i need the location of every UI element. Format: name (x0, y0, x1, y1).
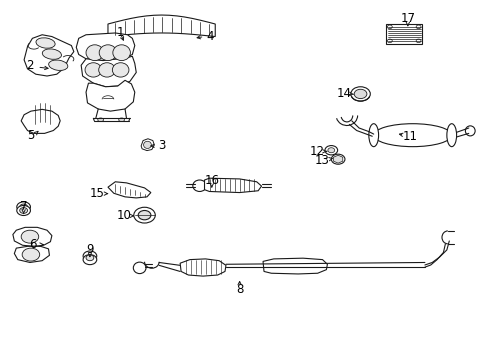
Text: 5: 5 (27, 129, 35, 142)
Ellipse shape (85, 63, 102, 77)
Ellipse shape (22, 248, 40, 261)
Ellipse shape (20, 208, 27, 213)
Text: 6: 6 (29, 238, 36, 251)
Ellipse shape (373, 124, 451, 147)
Ellipse shape (99, 63, 115, 77)
Ellipse shape (134, 207, 155, 223)
Ellipse shape (36, 38, 55, 48)
Polygon shape (76, 33, 135, 60)
Polygon shape (180, 259, 225, 276)
Ellipse shape (83, 255, 97, 265)
Ellipse shape (119, 118, 124, 122)
Ellipse shape (86, 255, 94, 261)
Text: 3: 3 (158, 139, 165, 152)
Text: 4: 4 (206, 30, 214, 43)
Polygon shape (108, 182, 151, 198)
Ellipse shape (386, 25, 391, 29)
Text: 8: 8 (235, 283, 243, 296)
Ellipse shape (42, 49, 61, 59)
Polygon shape (263, 258, 327, 274)
Text: 10: 10 (116, 210, 131, 222)
Polygon shape (13, 227, 52, 246)
Text: 14: 14 (336, 87, 351, 100)
Ellipse shape (113, 45, 130, 60)
Ellipse shape (112, 63, 129, 77)
Polygon shape (385, 24, 422, 44)
Ellipse shape (20, 204, 27, 210)
Text: 16: 16 (204, 174, 219, 186)
Polygon shape (81, 56, 136, 87)
Text: 1: 1 (116, 27, 123, 40)
Ellipse shape (415, 25, 420, 29)
Text: 9: 9 (86, 243, 94, 256)
Polygon shape (141, 139, 154, 150)
Ellipse shape (21, 230, 39, 243)
Ellipse shape (327, 148, 334, 153)
Ellipse shape (330, 154, 344, 164)
Ellipse shape (350, 87, 369, 101)
Ellipse shape (368, 124, 378, 147)
Ellipse shape (386, 39, 391, 42)
Polygon shape (86, 80, 135, 111)
Ellipse shape (83, 251, 97, 261)
Text: 2: 2 (26, 59, 34, 72)
Text: 15: 15 (90, 187, 104, 200)
Ellipse shape (143, 141, 151, 148)
Ellipse shape (133, 262, 146, 274)
Text: 11: 11 (402, 130, 417, 144)
Polygon shape (204, 178, 261, 193)
Ellipse shape (99, 45, 117, 60)
Ellipse shape (17, 206, 30, 216)
Ellipse shape (98, 118, 103, 122)
Ellipse shape (138, 211, 151, 220)
Polygon shape (14, 246, 49, 262)
Text: 12: 12 (309, 145, 325, 158)
Ellipse shape (353, 89, 366, 99)
Polygon shape (333, 155, 342, 163)
Ellipse shape (17, 202, 30, 212)
Text: 7: 7 (20, 201, 27, 213)
Ellipse shape (465, 126, 474, 136)
Ellipse shape (415, 39, 420, 42)
Polygon shape (24, 35, 74, 76)
Ellipse shape (192, 180, 206, 192)
Ellipse shape (446, 124, 456, 147)
Text: 13: 13 (314, 154, 329, 167)
Text: 17: 17 (400, 12, 414, 25)
Ellipse shape (86, 45, 103, 60)
Ellipse shape (325, 145, 337, 155)
Ellipse shape (48, 60, 68, 71)
Polygon shape (21, 109, 60, 134)
Polygon shape (108, 15, 215, 37)
